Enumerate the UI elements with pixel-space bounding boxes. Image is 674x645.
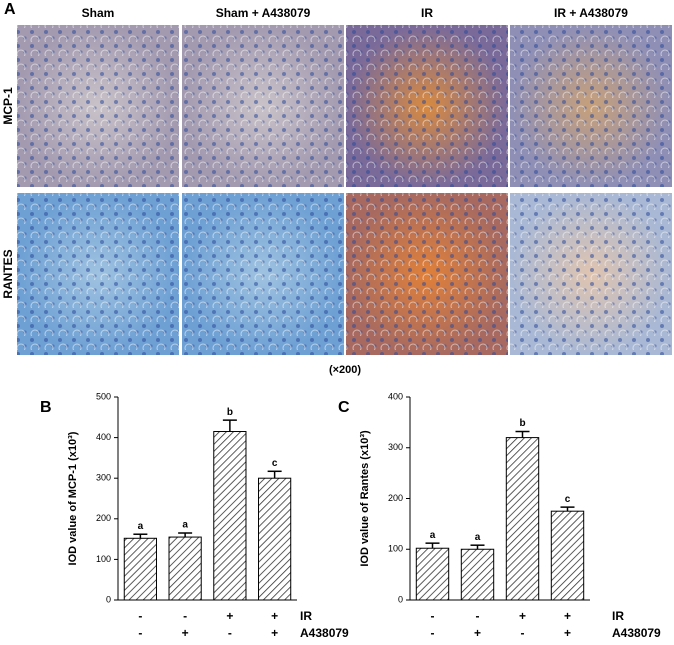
factor-level: + <box>182 626 189 640</box>
y-tick-label: 200 <box>96 513 111 523</box>
column-label: IR + A438079 <box>554 6 628 20</box>
factor-level: - <box>431 626 435 640</box>
y-tick-label: 0 <box>106 594 111 604</box>
panel-label: C <box>338 399 350 416</box>
y-tick-label: 400 <box>96 432 111 442</box>
panel-label: A <box>4 1 16 18</box>
y-tick-label: 500 <box>96 391 111 401</box>
factor-level: - <box>476 609 480 623</box>
y-axis-label: IOD value of Rantes (x10³) <box>359 430 371 567</box>
micrograph-texture <box>182 193 344 355</box>
y-tick-label: 0 <box>398 594 403 604</box>
y-tick-label: 400 <box>388 391 403 401</box>
factor-level: + <box>271 626 278 640</box>
bar <box>415 547 450 601</box>
bar <box>213 431 247 601</box>
significance-label: a <box>430 530 436 541</box>
bar <box>258 477 292 601</box>
factor-level: - <box>138 626 142 640</box>
factor-level: + <box>564 609 571 623</box>
significance-label: c <box>565 494 571 505</box>
factor-name: A438079 <box>612 626 661 640</box>
y-tick-label: 300 <box>388 442 403 452</box>
micrographs <box>17 25 672 355</box>
factor-level: - <box>183 609 187 623</box>
bar <box>123 537 157 601</box>
significance-label: c <box>272 458 278 469</box>
bar <box>460 548 495 601</box>
micrograph-texture <box>510 25 672 187</box>
micrograph-texture <box>510 193 672 355</box>
micrograph-texture <box>17 25 179 187</box>
factor-name: A438079 <box>300 626 349 640</box>
factor-name: IR <box>612 609 624 623</box>
bar <box>505 437 540 601</box>
factor-level: + <box>564 626 571 640</box>
row-label: RANTES <box>1 249 15 298</box>
factor-level: + <box>474 626 481 640</box>
significance-label: a <box>475 532 481 543</box>
micrograph-texture <box>17 193 179 355</box>
column-label: Sham + A438079 <box>216 6 311 20</box>
factor-level: + <box>226 609 233 623</box>
significance-label: b <box>519 418 525 429</box>
y-tick-label: 100 <box>388 544 403 554</box>
row-label: MCP-1 <box>1 87 15 125</box>
significance-label: b <box>227 407 233 418</box>
micrograph-texture <box>346 25 508 187</box>
bar <box>168 536 202 601</box>
factor-level: - <box>521 626 525 640</box>
magnification: (×200) <box>329 364 361 376</box>
column-label: IR <box>421 6 433 20</box>
significance-label: a <box>138 521 144 532</box>
factor-name: IR <box>300 609 312 623</box>
y-tick-label: 200 <box>388 493 403 503</box>
factor-level: + <box>271 609 278 623</box>
column-label: Sham <box>82 6 115 20</box>
micrograph-texture <box>182 25 344 187</box>
y-axis-label: IOD value of MCP-1 (x10³) <box>67 431 79 565</box>
y-tick-label: 300 <box>96 473 111 483</box>
factor-level: - <box>431 609 435 623</box>
bar <box>550 510 585 601</box>
factor-level: - <box>228 626 232 640</box>
panel-label: B <box>40 399 52 416</box>
factor-level: - <box>138 609 142 623</box>
factor-level: + <box>519 609 526 623</box>
micrograph-texture <box>346 193 508 355</box>
y-tick-label: 100 <box>96 554 111 564</box>
significance-label: a <box>182 520 188 531</box>
